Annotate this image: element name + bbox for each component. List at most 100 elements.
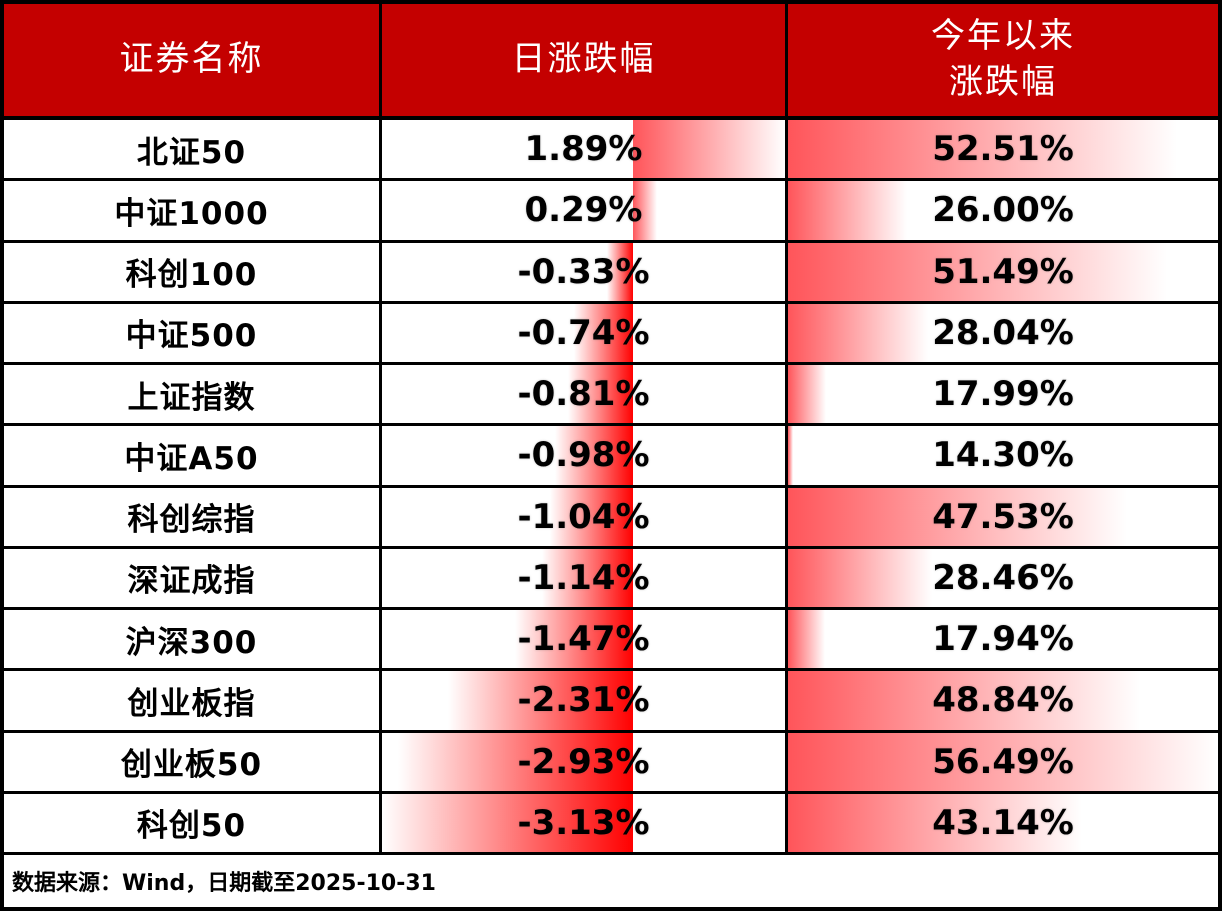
header-ytd-change: 今年以来 涨跌幅 <box>788 4 1218 116</box>
daily-change-value: -0.98% <box>517 435 650 476</box>
ytd-change-cell: 52.51% <box>788 120 1218 179</box>
index-name-cell: 科创综指 <box>4 487 382 546</box>
ytd-change-cell: 51.49% <box>788 242 1218 301</box>
header-security-name: 证券名称 <box>4 4 382 116</box>
index-name-cell: 创业板指 <box>4 671 382 730</box>
ytd-change-cell: 47.53% <box>788 487 1218 546</box>
daily-change-cell: -0.33% <box>382 242 788 301</box>
daily-change-bar <box>568 365 634 424</box>
daily-change-cell: 0.29% <box>382 181 788 240</box>
daily-change-value: -0.33% <box>517 251 650 292</box>
table-row: 深证成指 -1.14% 28.46% <box>4 548 1218 610</box>
index-name: 科创综指 <box>127 502 256 539</box>
ytd-change-bar <box>788 365 826 424</box>
daily-change-bar <box>554 426 634 485</box>
daily-change-value: -1.47% <box>517 619 650 660</box>
daily-change-cell: 1.89% <box>382 120 788 179</box>
index-name-cell: 中证500 <box>4 303 382 362</box>
index-name-cell: 上证指数 <box>4 365 382 424</box>
ytd-change-value: 17.94% <box>932 619 1074 660</box>
daily-change-value: 1.89% <box>524 129 643 170</box>
table-row: 中证1000 0.29% 26.00% <box>4 181 1218 243</box>
daily-change-bar <box>573 303 634 362</box>
daily-change-bar <box>633 181 657 240</box>
ytd-change-value: 48.84% <box>932 680 1074 721</box>
ytd-change-value: 52.51% <box>932 129 1074 170</box>
ytd-change-bar <box>788 793 1082 852</box>
daily-change-cell: -2.31% <box>382 671 788 730</box>
index-name-cell: 中证A50 <box>4 426 382 485</box>
ytd-change-value: 17.99% <box>932 374 1074 415</box>
ytd-change-cell: 17.99% <box>788 365 1218 424</box>
index-name: 中证A50 <box>124 440 259 477</box>
index-name-cell: 沪深300 <box>4 610 382 669</box>
table-row: 科创50 -3.13% 43.14% <box>4 793 1218 855</box>
header-ytd-line1: 今年以来 <box>931 16 1075 57</box>
table-row: 上证指数 -0.81% 17.99% <box>4 365 1218 427</box>
index-name-cell: 科创50 <box>4 793 382 852</box>
ytd-change-value: 28.46% <box>932 557 1074 598</box>
ytd-change-bar <box>788 242 1168 301</box>
ytd-change-cell: 28.46% <box>788 548 1218 607</box>
ytd-change-value: 26.00% <box>932 190 1074 231</box>
source-note: 数据来源：Wind，日期截至2025-10-31 <box>4 855 1218 907</box>
daily-change-cell: -1.14% <box>382 548 788 607</box>
ytd-change-value: 43.14% <box>932 802 1074 843</box>
index-name: 科创100 <box>125 257 258 294</box>
ytd-change-bar <box>788 181 908 240</box>
table-row: 创业板50 -2.93% 56.49% <box>4 732 1218 794</box>
daily-change-bar <box>382 793 634 852</box>
ytd-change-cell: 28.04% <box>788 303 1218 362</box>
ytd-change-bar <box>788 671 1141 730</box>
table-header: 证券名称 日涨跌幅 今年以来 涨跌幅 <box>4 4 1218 120</box>
index-name: 沪深300 <box>125 624 258 661</box>
ytd-change-bar <box>788 548 933 607</box>
index-name: 深证成指 <box>127 563 256 600</box>
daily-change-value: -2.93% <box>517 741 650 782</box>
daily-change-cell: -0.81% <box>382 365 788 424</box>
daily-change-value: -1.04% <box>517 496 650 537</box>
index-name: 中证1000 <box>114 195 269 232</box>
index-name: 创业板指 <box>127 685 256 722</box>
daily-change-cell: -0.74% <box>382 303 788 362</box>
ytd-change-value: 28.04% <box>932 312 1074 353</box>
ytd-change-cell: 26.00% <box>788 181 1218 240</box>
daily-change-cell: -3.13% <box>382 793 788 852</box>
daily-change-value: -2.31% <box>517 680 650 721</box>
ytd-change-cell: 48.84% <box>788 671 1218 730</box>
ytd-change-cell: 43.14% <box>788 793 1218 852</box>
ytd-change-bar <box>788 610 826 669</box>
table-row: 沪深300 -1.47% 17.94% <box>4 610 1218 672</box>
table-row: 科创100 -0.33% 51.49% <box>4 242 1218 304</box>
table-body: 北证50 1.89% 52.51% 中证1000 0.29% 26.00% 科创… <box>4 120 1218 855</box>
daily-change-value: -0.74% <box>517 312 650 353</box>
ytd-change-cell: 14.30% <box>788 426 1218 485</box>
ytd-change-value: 51.49% <box>932 251 1074 292</box>
ytd-change-cell: 17.94% <box>788 610 1218 669</box>
index-name: 科创50 <box>136 808 247 845</box>
daily-change-bar <box>633 120 785 179</box>
daily-change-cell: -1.04% <box>382 487 788 546</box>
ytd-change-value: 14.30% <box>932 435 1074 476</box>
table-row: 创业板指 -2.31% 48.84% <box>4 671 1218 733</box>
daily-change-bar <box>606 242 634 301</box>
ytd-change-bar <box>788 487 1127 546</box>
ytd-change-bar <box>788 732 1218 791</box>
index-name-cell: 中证1000 <box>4 181 382 240</box>
daily-change-value: 0.29% <box>524 190 643 231</box>
index-name-cell: 创业板50 <box>4 732 382 791</box>
index-name-cell: 深证成指 <box>4 548 382 607</box>
index-name: 北证50 <box>136 134 247 171</box>
daily-change-cell: -2.93% <box>382 732 788 791</box>
index-name-cell: 北证50 <box>4 120 382 179</box>
daily-change-value: -1.14% <box>517 557 650 598</box>
table-row: 中证A50 -0.98% 14.30% <box>4 426 1218 488</box>
index-name: 创业板50 <box>120 747 263 784</box>
daily-change-value: -3.13% <box>517 802 650 843</box>
ytd-change-cell: 56.49% <box>788 732 1218 791</box>
table-row: 北证50 1.89% 52.51% <box>4 120 1218 182</box>
daily-change-bar <box>447 671 634 730</box>
daily-change-bar <box>541 548 634 607</box>
header-daily-change: 日涨跌幅 <box>382 4 788 116</box>
